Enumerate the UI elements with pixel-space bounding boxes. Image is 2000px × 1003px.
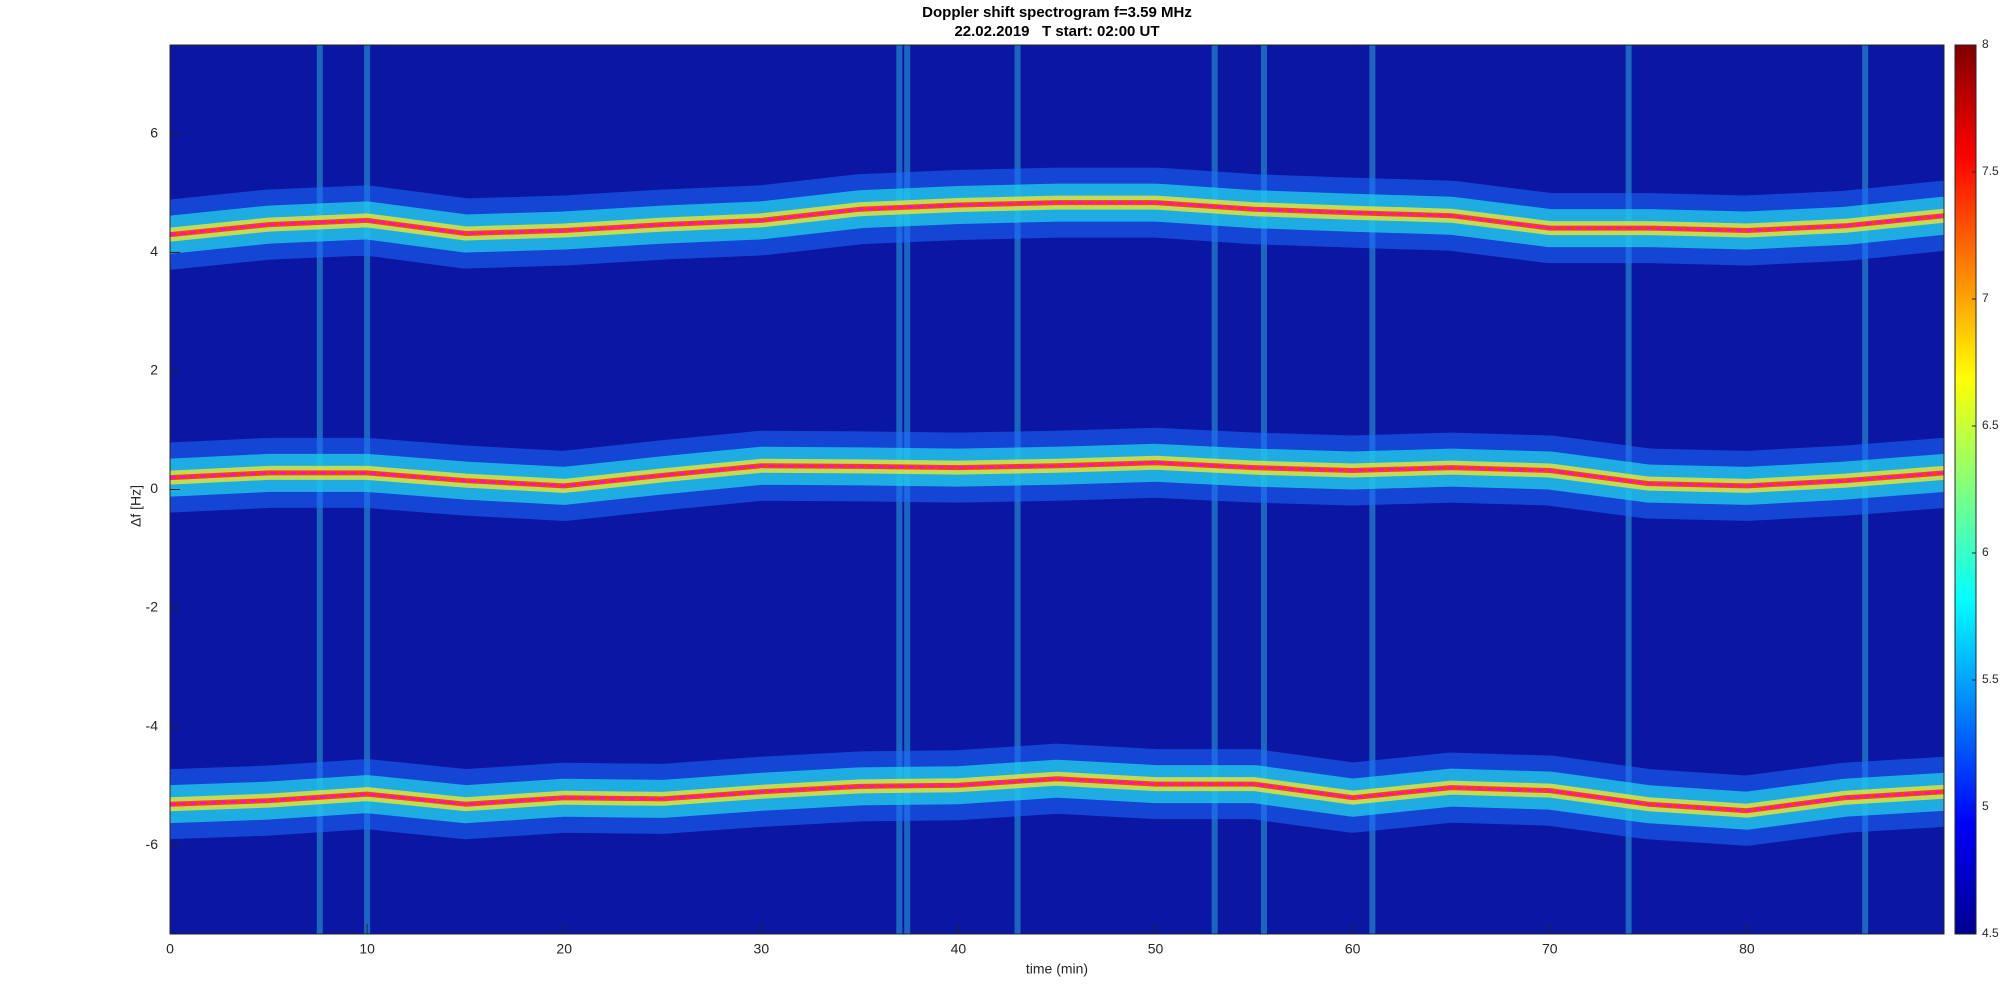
trace-line: [170, 777, 1944, 812]
colorbar-tick-label: 6: [1982, 545, 1989, 559]
y-axis-label: Δf [Hz]: [128, 485, 144, 527]
x-tick-label: 0: [166, 941, 174, 957]
y-tick-label: -6: [146, 836, 159, 852]
y-tick-label: 6: [150, 125, 158, 141]
trace-line: [170, 201, 1944, 236]
chart-title: Doppler shift spectrogram f=3.59 MHz: [922, 4, 1192, 21]
colorbar-tick-label: 7.5: [1982, 164, 1999, 178]
x-tick-label: 30: [754, 941, 770, 957]
colorbar-tick-label: 6.5: [1982, 418, 1999, 432]
y-tick-label: 0: [150, 480, 158, 496]
y-tick-label: 4: [150, 243, 158, 259]
x-tick-label: 20: [556, 941, 572, 957]
x-axis-label: time (min): [1026, 961, 1088, 977]
trace-line: [170, 461, 1944, 487]
colorbar-tick-label: 4.5: [1982, 926, 1999, 940]
x-tick-label: 60: [1345, 941, 1361, 957]
colorbar-tick-label: 7: [1982, 291, 1989, 305]
x-tick-label: 80: [1739, 941, 1755, 957]
colorbar: [1954, 44, 1977, 935]
colorbar-tick-label: 5.5: [1982, 672, 1999, 686]
colorbar-tick-label: 5: [1982, 799, 1989, 813]
x-tick-label: 40: [951, 941, 967, 957]
x-tick-label: 50: [1148, 941, 1164, 957]
y-tick-label: 2: [150, 362, 158, 378]
y-tick-label: -4: [146, 717, 159, 733]
x-tick-label: 70: [1542, 941, 1558, 957]
colorbar-tick-label: 8: [1982, 37, 1989, 51]
x-tick-label: 10: [359, 941, 375, 957]
plot-area: [170, 45, 1944, 934]
chart-subtitle: 22.02.2019 T start: 02:00 UT: [954, 23, 1159, 40]
y-tick-label: -2: [146, 599, 159, 615]
